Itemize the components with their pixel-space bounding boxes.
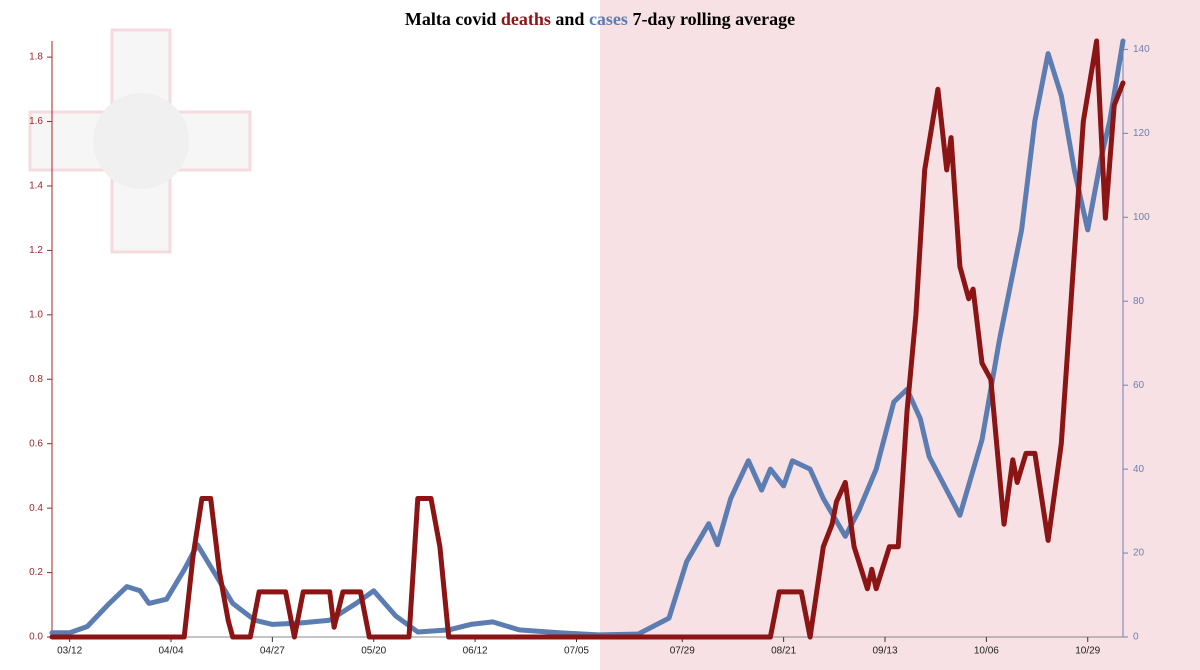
x-tick-label: 07/05	[564, 646, 589, 657]
x-tick-label: 10/29	[1075, 646, 1100, 657]
y2-tick-label: 60	[1133, 380, 1145, 391]
y2-tick-label: 140	[1133, 44, 1150, 55]
x-tick-label: 03/12	[57, 646, 82, 657]
series-line	[49, 38, 1126, 640]
y-tick-label: 1.4	[29, 181, 43, 192]
y2-tick-label: 20	[1133, 548, 1145, 559]
x-tick-label: 05/20	[361, 646, 386, 657]
y2-tick-label: 100	[1133, 212, 1150, 223]
y-tick-label: 1.6	[29, 116, 43, 127]
x-tick-label: 08/21	[771, 646, 796, 657]
flag-emblem	[28, 28, 252, 254]
x-tick-label: 09/13	[872, 646, 897, 657]
x-tick-label: 10/06	[974, 646, 999, 657]
y-tick-label: 0.4	[29, 503, 43, 514]
y-tick-label: 1.2	[29, 245, 43, 256]
x-tick-label: 04/27	[260, 646, 285, 657]
y-tick-label: 0.6	[29, 438, 43, 449]
series-line	[49, 38, 1126, 638]
title-series: deaths	[501, 9, 551, 29]
y-tick-label: 1.0	[29, 309, 43, 320]
y-tick-label: 0.0	[29, 632, 43, 643]
y2-tick-label: 40	[1133, 464, 1145, 475]
x-tick-label: 06/12	[463, 646, 488, 657]
title-end: 7-day rolling average	[632, 9, 795, 29]
x-tick-label: 04/04	[158, 646, 183, 657]
title-series: cases	[589, 9, 628, 29]
x-tick-label: 07/29	[670, 646, 695, 657]
title-middle: and	[555, 9, 584, 29]
chart-title: Malta covid deaths and cases 7-day rolli…	[405, 9, 795, 29]
y2-tick-label: 0	[1133, 632, 1139, 643]
y2-tick-label: 80	[1133, 296, 1145, 307]
y-tick-label: 0.2	[29, 567, 43, 578]
y-tick-label: 0.8	[29, 374, 43, 385]
shaded-region	[600, 0, 1200, 670]
y2-tick-label: 120	[1133, 128, 1150, 139]
title-start: Malta covid	[405, 9, 497, 29]
y-tick-label: 1.8	[29, 52, 43, 63]
